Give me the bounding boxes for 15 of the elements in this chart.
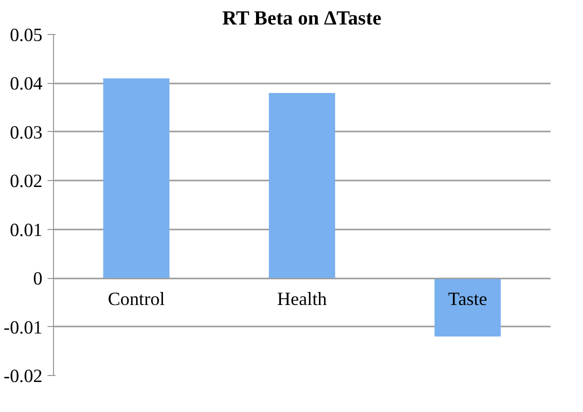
y-tick-label: 0.01 bbox=[10, 220, 43, 241]
bar bbox=[268, 92, 336, 278]
chart-title: RT Beta on ΔTaste bbox=[222, 8, 382, 30]
bar bbox=[434, 278, 501, 337]
y-tick-label: 0.02 bbox=[10, 171, 43, 192]
bar bbox=[103, 78, 170, 278]
x-tick-label: Taste bbox=[448, 289, 488, 310]
x-tick-label: Health bbox=[277, 289, 328, 310]
x-tick-label: Control bbox=[108, 289, 165, 310]
y-tick-label: 0.04 bbox=[10, 74, 44, 95]
y-tick-label: 0 bbox=[33, 268, 42, 290]
y-tick-label: 0.05 bbox=[10, 25, 43, 46]
y-tick-label: 0.03 bbox=[10, 122, 43, 144]
y-tick-label: -0.02 bbox=[4, 366, 43, 387]
y-tick-label: -0.01 bbox=[4, 317, 43, 338]
